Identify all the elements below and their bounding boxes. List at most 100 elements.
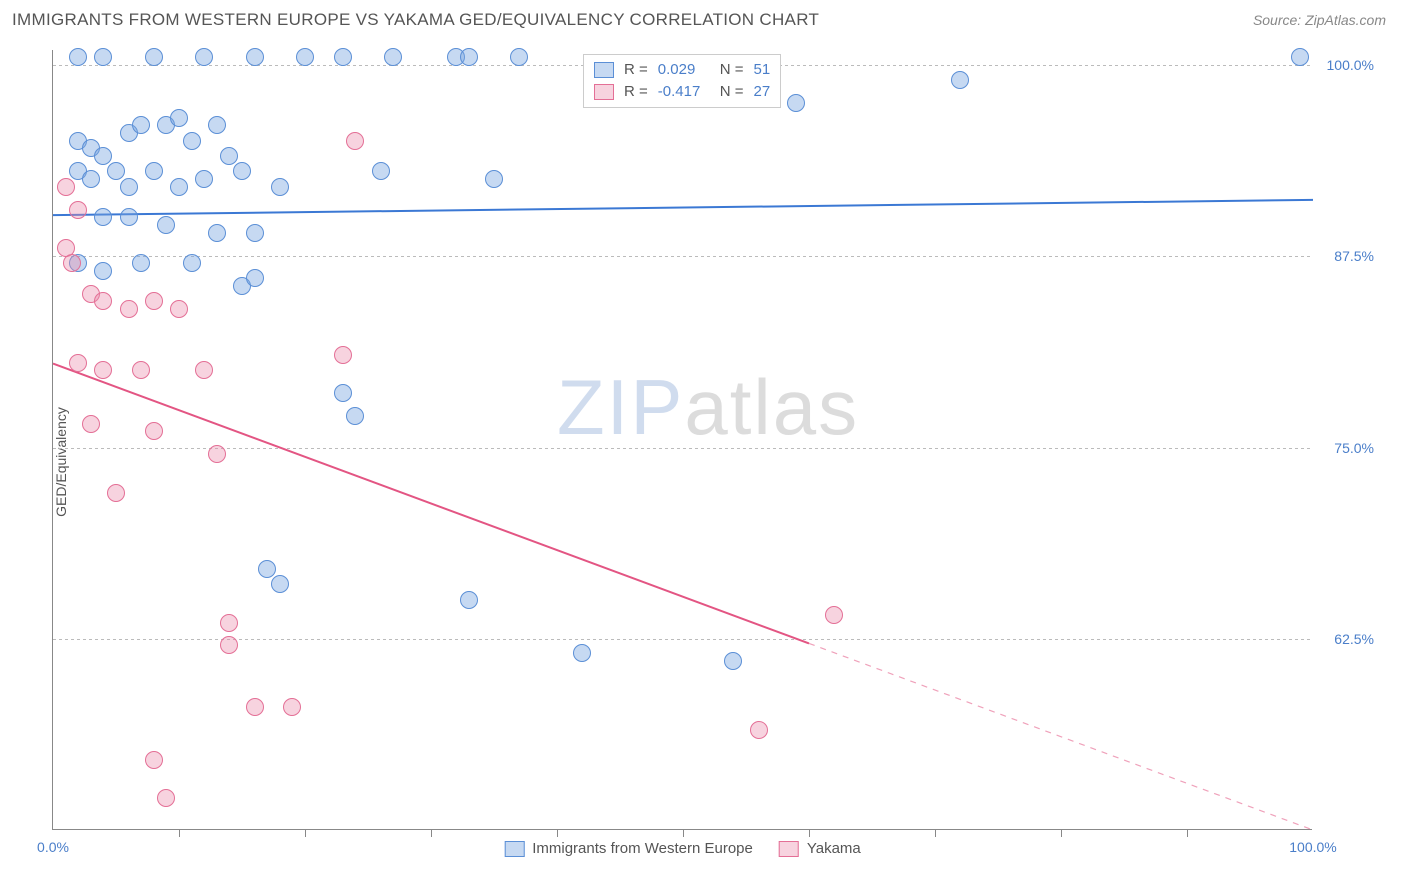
legend-r-value: 0.029 <box>658 59 710 81</box>
data-point-western_europe <box>372 162 390 180</box>
y-tick-label: 87.5% <box>1334 248 1374 264</box>
data-point-yakama <box>825 606 843 624</box>
data-point-western_europe <box>183 132 201 150</box>
data-point-yakama <box>145 751 163 769</box>
x-tick-label: 100.0% <box>1289 839 1336 855</box>
legend-n-value: 51 <box>754 59 771 81</box>
data-point-western_europe <box>296 48 314 66</box>
x-tick-label: 0.0% <box>37 839 69 855</box>
data-point-western_europe <box>208 224 226 242</box>
data-point-western_europe <box>220 147 238 165</box>
data-point-western_europe <box>334 48 352 66</box>
data-point-yakama <box>145 292 163 310</box>
data-point-yakama <box>69 201 87 219</box>
gridline-h <box>53 448 1312 449</box>
x-tick <box>935 829 936 837</box>
legend-n-label: N = <box>720 59 744 81</box>
gridline-h <box>53 639 1312 640</box>
data-point-yakama <box>82 415 100 433</box>
legend-swatch <box>594 62 614 78</box>
data-point-yakama <box>208 445 226 463</box>
gridline-h <box>53 256 1312 257</box>
trend-line-yakama <box>53 364 809 644</box>
data-point-western_europe <box>120 208 138 226</box>
series-legend-item-yakama: Yakama <box>779 840 861 857</box>
data-point-western_europe <box>107 162 125 180</box>
data-point-western_europe <box>94 48 112 66</box>
data-point-western_europe <box>1291 48 1309 66</box>
legend-r-label: R = <box>624 81 648 103</box>
x-tick <box>683 829 684 837</box>
legend-swatch <box>504 841 524 857</box>
data-point-western_europe <box>132 254 150 272</box>
data-point-western_europe <box>258 560 276 578</box>
data-point-western_europe <box>195 170 213 188</box>
data-point-western_europe <box>246 269 264 287</box>
data-point-western_europe <box>132 116 150 134</box>
chart-container: GED/Equivalency 62.5%75.0%87.5%100.0%0.0… <box>12 42 1394 882</box>
data-point-yakama <box>94 361 112 379</box>
data-point-western_europe <box>510 48 528 66</box>
legend-swatch <box>594 84 614 100</box>
data-point-yakama <box>220 636 238 654</box>
series-legend-label: Immigrants from Western Europe <box>532 840 753 857</box>
data-point-western_europe <box>195 48 213 66</box>
data-point-yakama <box>195 361 213 379</box>
x-tick <box>809 829 810 837</box>
legend-n-value: 27 <box>754 81 771 103</box>
data-point-yakama <box>283 698 301 716</box>
data-point-western_europe <box>951 71 969 89</box>
data-point-western_europe <box>120 178 138 196</box>
data-point-yakama <box>170 300 188 318</box>
data-point-yakama <box>750 721 768 739</box>
scatter-plot: 62.5%75.0%87.5%100.0%0.0%100.0%ZIPatlasR… <box>52 50 1312 830</box>
x-tick <box>1061 829 1062 837</box>
source-value: ZipAtlas.com <box>1305 12 1386 28</box>
data-point-western_europe <box>145 48 163 66</box>
data-point-yakama <box>246 698 264 716</box>
y-tick-label: 62.5% <box>1334 631 1374 647</box>
x-tick <box>557 829 558 837</box>
correlation-legend: R =0.029N =51R =-0.417N =27 <box>583 54 781 108</box>
data-point-western_europe <box>384 48 402 66</box>
trend-line-yakama-extrapolated <box>809 643 1313 830</box>
x-tick <box>305 829 306 837</box>
data-point-yakama <box>220 614 238 632</box>
y-tick-label: 75.0% <box>1334 440 1374 456</box>
data-point-yakama <box>57 178 75 196</box>
series-legend-label: Yakama <box>807 840 861 857</box>
data-point-western_europe <box>334 384 352 402</box>
data-point-western_europe <box>246 48 264 66</box>
legend-r-value: -0.417 <box>658 81 710 103</box>
data-point-western_europe <box>183 254 201 272</box>
correlation-legend-row-yakama: R =-0.417N =27 <box>594 81 770 103</box>
legend-swatch <box>779 841 799 857</box>
data-point-yakama <box>334 346 352 364</box>
data-point-yakama <box>145 422 163 440</box>
data-point-western_europe <box>724 652 742 670</box>
data-point-western_europe <box>94 147 112 165</box>
data-point-western_europe <box>346 407 364 425</box>
data-point-western_europe <box>485 170 503 188</box>
data-point-western_europe <box>460 48 478 66</box>
data-point-western_europe <box>271 178 289 196</box>
data-point-yakama <box>107 484 125 502</box>
data-point-western_europe <box>170 109 188 127</box>
x-tick <box>1187 829 1188 837</box>
x-tick <box>179 829 180 837</box>
source-label: Source: <box>1253 12 1305 28</box>
series-legend: Immigrants from Western Europe Yakama <box>504 840 861 857</box>
data-point-western_europe <box>69 48 87 66</box>
data-point-western_europe <box>157 216 175 234</box>
chart-title: IMMIGRANTS FROM WESTERN EUROPE VS YAKAMA… <box>12 10 819 30</box>
data-point-yakama <box>120 300 138 318</box>
y-tick-label: 100.0% <box>1327 57 1374 73</box>
data-point-yakama <box>63 254 81 272</box>
watermark: ZIPatlas <box>557 362 859 453</box>
data-point-yakama <box>132 361 150 379</box>
data-point-western_europe <box>94 262 112 280</box>
trend-line-western_europe <box>53 200 1313 215</box>
data-point-western_europe <box>246 224 264 242</box>
source-attribution: Source: ZipAtlas.com <box>1253 12 1386 28</box>
data-point-western_europe <box>787 94 805 112</box>
